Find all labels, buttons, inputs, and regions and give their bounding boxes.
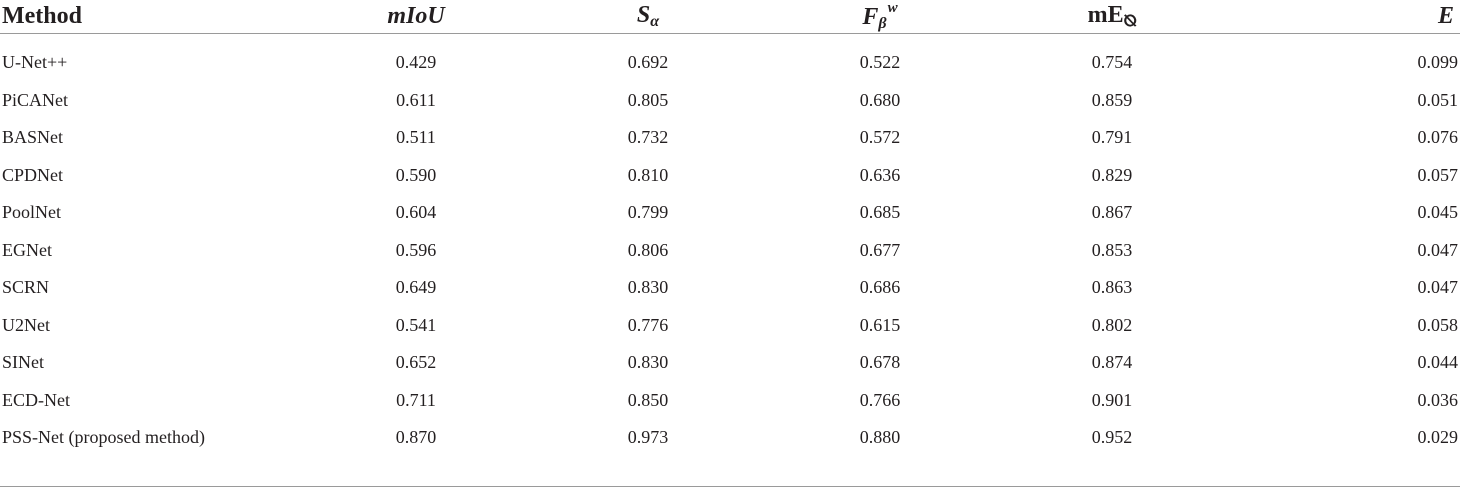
m-e-cell: 0.952 [1091,427,1133,448]
method-cell: ECD-Net [2,389,70,410]
e-cell: 0.029 [1417,427,1459,448]
table-row: PiCANet 0.611 0.805 0.680 0.859 0.051 [0,82,1460,120]
s-alpha-cell: 0.830 [627,277,669,298]
method-cell: U-Net++ [2,52,68,73]
f-beta-main: F [862,4,879,30]
miou-cell: 0.511 [396,127,436,148]
f-beta-w-cell: 0.686 [859,277,901,298]
f-beta-superscript: w [887,0,898,16]
column-header-e: E [1228,0,1460,34]
f-beta-w-cell: 0.680 [859,89,901,110]
table-row: U2Net 0.541 0.776 0.615 0.802 0.058 [0,307,1460,345]
f-beta-w-cell: 0.522 [859,52,901,73]
column-header-f-beta-w: Fβw [764,0,996,34]
s-alpha-cell: 0.805 [627,89,669,110]
f-beta-w-cell: 0.678 [859,352,901,373]
method-cell: PSS-Net (proposed method) [2,427,205,448]
m-e-cell: 0.859 [1091,89,1133,110]
m-e-cell: 0.867 [1091,202,1133,223]
method-cell: CPDNet [2,164,64,185]
f-beta-subscript: β [878,15,887,32]
table-row: PoolNet 0.604 0.799 0.685 0.867 0.045 [0,194,1460,232]
method-cell: SCRN [2,277,50,298]
miou-cell: 0.604 [395,202,437,223]
s-alpha-cell: 0.973 [627,427,669,448]
miou-cell: 0.429 [395,52,437,73]
method-cell: SINet [2,352,44,373]
m-e-main: mE [1087,2,1124,28]
method-cell: EGNet [2,239,52,260]
f-beta-w-cell: 0.880 [859,427,901,448]
s-alpha-cell: 0.810 [627,164,669,185]
results-table: Method mIoU Sα Fβw mE⦰ E U-Net++ 0.429 0.6… [0,0,1460,457]
m-e-cell: 0.863 [1091,277,1133,298]
table-row: SINet 0.652 0.830 0.678 0.874 0.044 [0,344,1460,382]
f-beta-w-cell: 0.766 [859,389,901,410]
column-header-miou: mIoU [300,0,532,34]
e-cell: 0.044 [1417,352,1459,373]
miou-cell: 0.541 [395,314,437,335]
table-row: PSS-Net (proposed method) 0.870 0.973 0.880… [0,419,1460,457]
column-header-s-alpha: Sα [532,0,764,34]
s-alpha-subscript: α [650,13,660,30]
s-alpha-cell: 0.799 [627,202,669,223]
miou-cell: 0.611 [396,89,436,110]
miou-cell: 0.590 [395,164,437,185]
table-row: SCRN 0.649 0.830 0.686 0.863 0.047 [0,269,1460,307]
f-beta-w-cell: 0.615 [859,314,901,335]
e-cell: 0.047 [1417,277,1459,298]
s-alpha-cell: 0.830 [627,352,669,373]
method-cell: PiCANet [2,89,69,110]
s-alpha-main: S [636,2,651,28]
method-cell: PoolNet [2,202,62,223]
column-header-method: Method [0,0,300,34]
table-row: ECD-Net 0.711 0.850 0.766 0.901 0.036 [0,382,1460,420]
miou-cell: 0.711 [396,389,436,410]
e-cell: 0.036 [1417,389,1459,410]
table-row: EGNet 0.596 0.806 0.677 0.853 0.047 [0,232,1460,270]
e-cell: 0.057 [1417,164,1459,185]
m-e-subscript: ⦰ [1123,13,1137,30]
f-beta-w-cell: 0.685 [859,202,901,223]
table-bottom-rule [0,486,1460,487]
e-cell: 0.076 [1417,127,1459,148]
method-cell: U2Net [2,314,50,335]
m-e-cell: 0.802 [1091,314,1133,335]
m-e-cell: 0.853 [1091,239,1133,260]
table-row: BASNet 0.511 0.732 0.572 0.791 0.076 [0,119,1460,157]
f-beta-w-cell: 0.636 [859,164,901,185]
table-row: CPDNet 0.590 0.810 0.636 0.829 0.057 [0,157,1460,195]
method-cell: BASNet [2,127,64,148]
column-header-m-e: mE⦰ [996,0,1228,34]
e-cell: 0.051 [1417,89,1459,110]
table-row: U-Net++ 0.429 0.692 0.522 0.754 0.099 [0,34,1460,82]
e-cell: 0.058 [1417,314,1459,335]
s-alpha-cell: 0.850 [627,389,669,410]
miou-cell: 0.649 [395,277,437,298]
m-e-cell: 0.791 [1091,127,1133,148]
f-beta-w-cell: 0.677 [859,239,901,260]
miou-cell: 0.652 [395,352,437,373]
s-alpha-cell: 0.806 [627,239,669,260]
m-e-cell: 0.754 [1091,52,1133,73]
miou-cell: 0.596 [395,239,437,260]
m-e-cell: 0.829 [1091,164,1133,185]
m-e-cell: 0.874 [1091,352,1133,373]
e-cell: 0.047 [1417,239,1459,260]
e-cell: 0.045 [1417,202,1459,223]
miou-cell: 0.870 [395,427,437,448]
header-row: Method mIoU Sα Fβw mE⦰ E [0,0,1460,34]
s-alpha-cell: 0.692 [627,52,669,73]
s-alpha-cell: 0.776 [627,314,669,335]
m-e-cell: 0.901 [1091,389,1133,410]
f-beta-w-cell: 0.572 [859,127,901,148]
s-alpha-cell: 0.732 [627,127,669,148]
e-cell: 0.099 [1417,52,1459,73]
